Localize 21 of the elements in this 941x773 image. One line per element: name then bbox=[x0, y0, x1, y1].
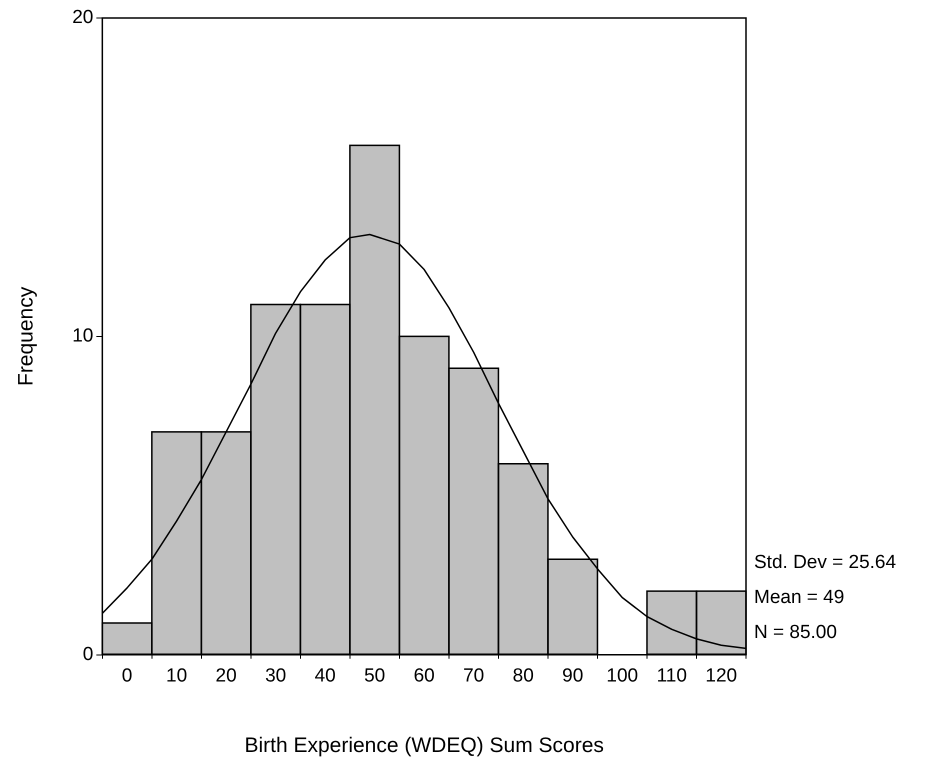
x-tick-label: 70 bbox=[463, 666, 484, 687]
x-tick-label: 40 bbox=[314, 666, 336, 687]
y-tick-label: 20 bbox=[72, 7, 94, 28]
x-tick-label: 100 bbox=[606, 666, 638, 687]
x-tick-label: 60 bbox=[414, 666, 435, 687]
x-tick-label: 110 bbox=[656, 666, 687, 687]
text: Mean = 49 bbox=[754, 587, 844, 608]
y-tick-label: 0 bbox=[82, 644, 94, 666]
text: N = 85.00 bbox=[754, 622, 837, 644]
x-tick-label: 120 bbox=[705, 666, 738, 687]
x-tick-label: 80 bbox=[512, 666, 534, 687]
y-tick-label: 10 bbox=[72, 326, 94, 347]
x-tick-label: 30 bbox=[265, 666, 286, 687]
y-axis-title: Frequency bbox=[14, 286, 38, 386]
x-tick-label: 20 bbox=[216, 666, 237, 687]
x-axis-title: Birth Experience (WDEQ) Sum Scores bbox=[244, 734, 604, 758]
text: Std. Dev = 25.64 bbox=[754, 552, 896, 574]
x-tick-label: 50 bbox=[364, 666, 386, 687]
x-tick-label: 90 bbox=[562, 666, 584, 687]
x-tick-label: 0 bbox=[122, 666, 132, 687]
x-tick-label: 10 bbox=[166, 666, 188, 687]
